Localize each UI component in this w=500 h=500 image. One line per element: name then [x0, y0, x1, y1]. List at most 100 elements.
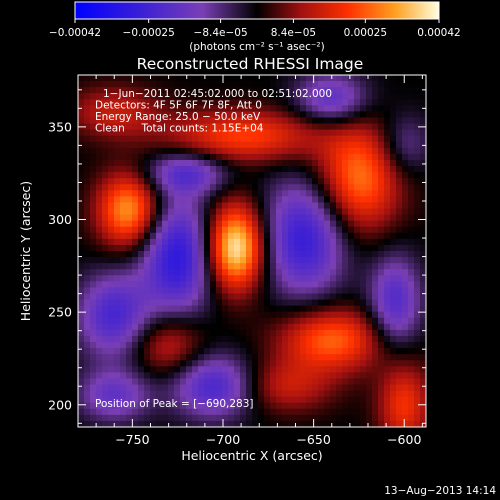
heatmap-cell	[408, 335, 415, 343]
heatmap-cell	[84, 390, 91, 398]
heatmap-cell	[108, 123, 115, 131]
heatmap-cell	[348, 372, 355, 380]
heatmap-cell	[96, 323, 103, 331]
heatmap-cell	[84, 360, 91, 367]
heatmap-cell	[282, 208, 289, 216]
heatmap-cell	[132, 220, 139, 228]
heatmap-cell	[330, 232, 337, 240]
heatmap-cell	[78, 178, 85, 185]
heatmap-cell	[294, 226, 301, 234]
heatmap-cell	[384, 263, 391, 270]
heatmap-cell	[360, 184, 367, 191]
heatmap-cell	[390, 214, 397, 222]
heatmap-cell	[126, 366, 133, 373]
heatmap-cell	[396, 226, 403, 234]
heatmap-cell	[114, 360, 121, 367]
heatmap-cell	[192, 166, 199, 173]
heatmap-cell	[258, 87, 265, 94]
heatmap-cell	[246, 166, 253, 173]
heatmap-cell	[372, 81, 379, 88]
heatmap-cell	[90, 348, 97, 355]
heatmap-cell	[120, 172, 127, 179]
heatmap-cell	[144, 348, 151, 355]
heatmap-cell	[186, 329, 193, 337]
heatmap-cell	[84, 123, 91, 131]
heatmap-cell	[234, 293, 241, 301]
heatmap-cell	[348, 208, 355, 216]
heatmap-cell	[198, 208, 205, 216]
heatmap-cell	[318, 232, 325, 240]
heatmap-cell	[90, 305, 97, 313]
heatmap-cell	[132, 147, 139, 155]
heatmap-cell	[264, 293, 271, 301]
heatmap-cell	[342, 269, 349, 276]
heatmap-cell	[390, 414, 397, 422]
heatmap-cell	[336, 159, 343, 167]
heatmap-cell	[288, 147, 295, 155]
heatmap-cell	[312, 105, 319, 113]
heatmap-cell	[156, 105, 163, 113]
heatmap-cell	[366, 251, 373, 258]
heatmap-cell	[144, 299, 151, 307]
heatmap-cell	[258, 172, 265, 179]
heatmap-cell	[180, 287, 187, 295]
heatmap-cell	[414, 408, 421, 416]
heatmap-cell	[108, 335, 115, 343]
heatmap-cell	[198, 99, 205, 106]
heatmap-cell	[282, 281, 289, 289]
heatmap-cell	[240, 287, 247, 295]
heatmap-cell	[396, 366, 403, 373]
heatmap-cell	[120, 372, 127, 380]
heatmap-cell	[144, 141, 151, 149]
heatmap-cell	[300, 323, 307, 331]
heatmap-cell	[312, 323, 319, 331]
heatmap-cell	[228, 335, 235, 343]
heatmap-cell	[354, 81, 361, 88]
heatmap-cell	[222, 214, 229, 222]
heatmap-cell	[186, 251, 193, 258]
heatmap-cell	[396, 396, 403, 404]
heatmap-cell	[360, 372, 367, 380]
heatmap-cell	[192, 75, 199, 82]
heatmap-cell	[210, 99, 217, 106]
heatmap-cell	[84, 348, 91, 355]
heatmap-cell	[186, 141, 193, 149]
heatmap-cell	[162, 87, 169, 94]
heatmap-cell	[258, 317, 265, 325]
heatmap-cell	[282, 402, 289, 410]
heatmap-cell	[138, 384, 145, 392]
heatmap-cell	[366, 166, 373, 173]
heatmap-cell	[102, 299, 109, 307]
heatmap-cell	[318, 360, 325, 367]
heatmap-cell	[126, 414, 133, 422]
heatmap-cell	[204, 329, 211, 337]
heatmap-cell	[336, 214, 343, 222]
heatmap-cell	[96, 184, 103, 191]
heatmap-cell	[252, 190, 259, 197]
heatmap-cell	[312, 81, 319, 88]
heatmap-cell	[162, 214, 169, 222]
heatmap-cell	[186, 105, 193, 113]
heatmap-cell	[402, 123, 409, 131]
heatmap-cell	[288, 172, 295, 179]
heatmap-cell	[162, 342, 169, 349]
heatmap-cell	[420, 135, 426, 143]
heatmap-cell	[390, 129, 397, 137]
heatmap-cell	[264, 208, 271, 216]
heatmap-cell	[312, 117, 319, 125]
heatmap-cell	[78, 420, 85, 427]
heatmap-cell	[402, 372, 409, 380]
heatmap-cell	[312, 420, 319, 427]
heatmap-cell	[90, 354, 97, 361]
heatmap-cell	[378, 251, 385, 258]
heatmap-cell	[126, 342, 133, 349]
heatmap-cell	[408, 238, 415, 246]
heatmap-cell	[186, 281, 193, 289]
heatmap-cell	[366, 335, 373, 343]
heatmap-cell	[318, 202, 325, 210]
heatmap-cell	[300, 208, 307, 216]
heatmap-cell	[378, 257, 385, 264]
heatmap-cell	[258, 184, 265, 191]
heatmap-cell	[414, 287, 421, 295]
heatmap-cell	[360, 117, 367, 125]
